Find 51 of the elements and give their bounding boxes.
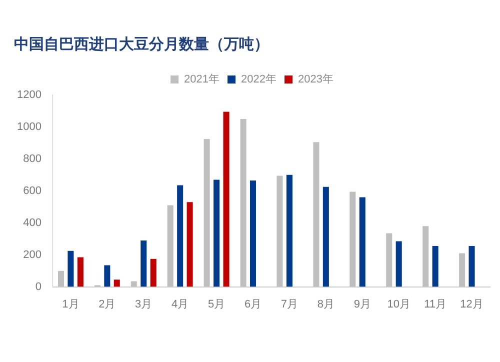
legend-label: 2022年	[241, 74, 276, 86]
bar	[130, 281, 137, 287]
x-tick-label: 9月	[354, 298, 371, 310]
bar	[177, 185, 184, 287]
y-tick-label: 1000	[16, 121, 42, 133]
bar	[58, 270, 64, 287]
bar	[140, 240, 147, 287]
y-tick-label: 800	[23, 152, 42, 165]
x-tick-label: 2月	[98, 298, 116, 310]
bar	[240, 118, 246, 287]
x-tick-label: 6月	[244, 298, 262, 310]
y-tick-label: 200	[23, 248, 42, 261]
bar	[214, 180, 220, 287]
y-tick-label: 600	[23, 184, 42, 197]
bar	[313, 142, 320, 287]
x-tick-label: 10月	[387, 298, 410, 310]
x-tick-label: 12月	[460, 298, 484, 310]
x-tick-label: 3月	[135, 298, 152, 310]
bar	[104, 265, 110, 287]
y-tick-label: 0	[35, 280, 42, 293]
bar	[396, 241, 402, 287]
bar	[386, 233, 392, 287]
bar	[276, 176, 283, 287]
y-tick-label: 400	[23, 216, 42, 229]
bar	[359, 197, 366, 287]
x-tick-label: 4月	[172, 298, 189, 310]
bar	[468, 246, 475, 287]
bar	[150, 258, 156, 287]
x-tick-label: 7月	[280, 298, 298, 310]
y-tick-label: 1200	[16, 89, 42, 102]
x-tick-label: 8月	[317, 298, 334, 310]
chart-title: 中国自巴西进口大豆分月数量（万吨）	[14, 36, 269, 53]
bar	[223, 112, 230, 287]
bar	[286, 174, 292, 287]
bar	[322, 186, 329, 287]
bar	[167, 205, 174, 287]
bar	[77, 257, 84, 287]
bar	[114, 280, 120, 287]
legend-label: 2023年	[298, 74, 334, 86]
x-tick-label: 5月	[208, 298, 226, 310]
bar	[204, 138, 210, 287]
bar	[350, 192, 356, 287]
bar	[422, 226, 429, 287]
bar	[186, 202, 193, 287]
bar	[250, 180, 256, 287]
x-tick-label: 11月	[424, 298, 447, 310]
bar	[68, 250, 74, 287]
bar	[459, 253, 466, 287]
bar	[432, 246, 438, 287]
x-tick-label: 1月	[62, 298, 80, 310]
legend-label: 2021年	[184, 74, 220, 86]
